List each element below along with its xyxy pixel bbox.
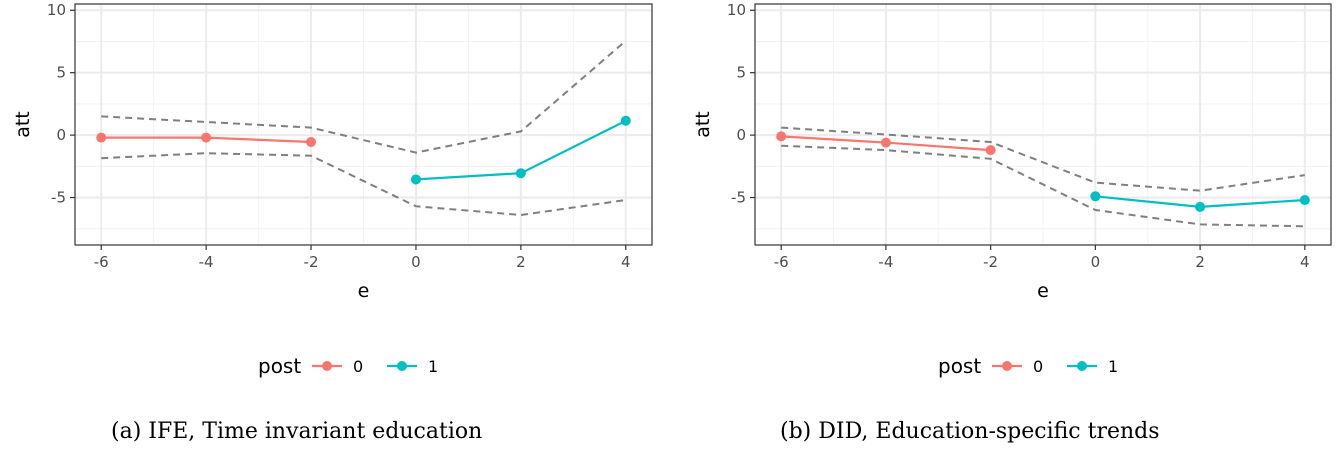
series-1-point — [410, 174, 421, 185]
legend-key-point-1 — [1077, 361, 1087, 371]
x-tick-label: 2 — [516, 253, 526, 271]
x-tick-label: 4 — [1300, 253, 1310, 271]
series-0-point — [201, 132, 212, 143]
ci-upper-line — [101, 40, 627, 154]
legend: post 0 1 — [258, 354, 438, 378]
x-tick-label: 0 — [411, 253, 421, 271]
y-tick-label: 0 — [56, 126, 66, 144]
y-tick-label: -5 — [51, 189, 66, 207]
legend-title: post — [258, 354, 301, 378]
y-tick-label: 0 — [736, 126, 746, 144]
series-0-point — [96, 132, 107, 143]
x-tick-label: -2 — [983, 253, 998, 271]
legend-title: post — [938, 354, 981, 378]
series-0-point — [776, 131, 787, 142]
legend-key-point-0 — [322, 361, 332, 371]
x-axis-title: e — [358, 280, 370, 302]
y-axis-title: att — [692, 111, 714, 138]
ci-upper-line — [781, 126, 1305, 192]
x-tick-label: -6 — [94, 253, 109, 271]
y-tick-label: 5 — [736, 64, 746, 82]
x-tick-label: -4 — [878, 253, 893, 271]
legend-label-1: 1 — [428, 357, 438, 376]
legend: post 0 1 — [938, 354, 1118, 378]
series-0-point — [985, 145, 996, 156]
panel-border — [74, 3, 653, 246]
legend-label-0: 0 — [1033, 357, 1043, 376]
series-0-point — [880, 137, 891, 148]
series-1-point — [1195, 201, 1206, 212]
chart-panel-2: -6 -4 -2 0 2 4 -5 0 5 10 e att post 0 1 (b) DID, Educat… — [692, 1, 1332, 444]
legend-label-0: 0 — [353, 357, 363, 376]
panel-caption: (b) DID, Education-specific trends — [780, 419, 1160, 444]
legend-label-1: 1 — [1108, 357, 1118, 376]
x-tick-label: -6 — [774, 253, 789, 271]
series-1-point — [1299, 195, 1310, 206]
x-tick-label: -4 — [199, 253, 214, 271]
x-tick-label: 0 — [1091, 253, 1101, 271]
x-tick-label: -2 — [304, 253, 319, 271]
legend-key-point-0 — [1002, 361, 1012, 371]
series-1-point — [515, 168, 526, 179]
x-tick-label: 4 — [621, 253, 631, 271]
ci-lower-line — [781, 144, 1305, 228]
legend-key-point-1 — [397, 361, 407, 371]
y-tick-label: 10 — [727, 1, 746, 19]
y-axis-title: att — [12, 111, 34, 138]
x-tick-label: 2 — [1195, 253, 1205, 271]
y-tick-label: 10 — [47, 1, 66, 19]
series-1-point — [620, 115, 631, 126]
series-1-point — [1090, 191, 1101, 202]
panel-border — [754, 3, 1332, 246]
y-tick-label: -5 — [731, 189, 746, 207]
x-axis-title: e — [1037, 280, 1049, 302]
panel-caption: (a) IFE, Time invariant education — [111, 419, 482, 444]
ci-lower-line — [101, 152, 626, 217]
series-0-point — [306, 136, 317, 147]
chart-panel-1: -6 -4 -2 0 2 4 -5 0 5 10 e att post 0 1 (a) IFE, Time i… — [12, 1, 653, 444]
y-tick-label: 5 — [56, 64, 66, 82]
